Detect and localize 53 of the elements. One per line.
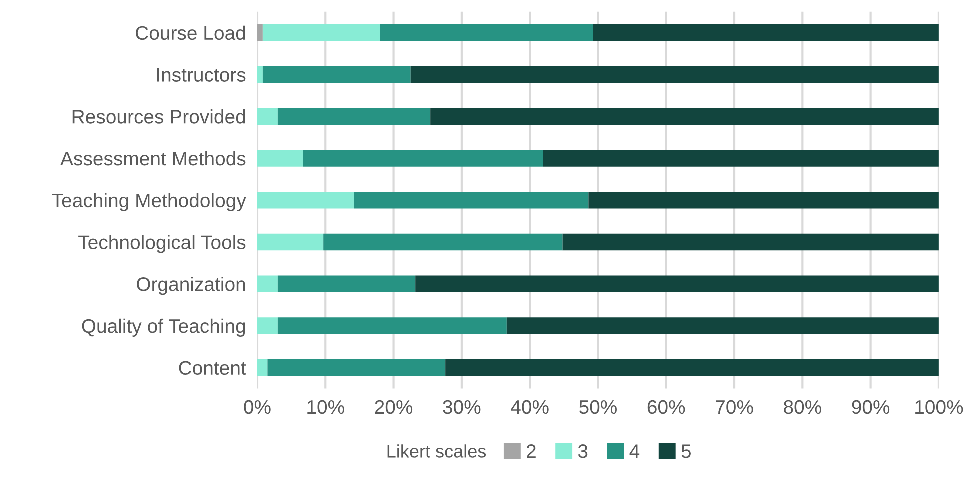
bar [262,66,411,84]
bar [416,276,939,292]
bar [506,318,939,334]
x-tick-label: 30% [443,400,481,414]
x-tick-label: 80% [784,400,822,414]
bar [257,359,268,376]
bar [257,108,278,125]
y-tick-label: Course Load [136,26,246,40]
bar [303,150,544,167]
bar [257,192,354,209]
x-tick-label: 100% [916,400,964,414]
legend-title: Likert scales [388,444,486,458]
bar [380,24,594,42]
x-tick-label: 0% [244,400,271,414]
y-tick-label: Instructors [157,68,246,82]
bar [430,108,939,125]
bar [324,234,563,251]
legend-label: 4 [630,444,640,458]
x-tick-label: 90% [852,400,890,414]
bar [278,108,431,125]
bar [543,150,939,167]
bar [354,192,589,209]
y-tick-label: Organization [137,277,246,296]
bar [588,192,939,209]
y-tick-label: Assessment Methods [60,151,246,166]
bar [262,24,380,42]
bar [278,276,416,292]
bar [593,24,939,42]
y-tick-label: Quality of Teaching [82,318,246,338]
bar [410,66,939,84]
bar [257,66,263,84]
y-tick-label: Content [179,361,246,376]
bar [278,318,507,334]
legend-label: 2 [527,444,536,458]
bar [268,359,446,376]
bar [257,276,278,292]
y-tick-label: Resources Provided [72,110,246,124]
legend-label: 5 [682,444,691,458]
x-tick-label: 20% [375,400,413,414]
bar [562,234,939,251]
x-tick-label: 50% [580,400,617,414]
bar [446,359,939,376]
x-tick-label: 70% [716,400,754,414]
x-tick-label: 10% [308,400,344,414]
legend-label: 3 [578,444,588,458]
bar [257,150,304,167]
y-tick-label: Teaching Methodology [52,193,246,212]
bar [257,318,278,334]
x-tick-label: 60% [648,400,686,414]
bar [257,234,324,251]
x-tick-label: 40% [511,400,549,414]
y-tick-label: Technological Tools [78,235,246,254]
bar [257,24,263,42]
